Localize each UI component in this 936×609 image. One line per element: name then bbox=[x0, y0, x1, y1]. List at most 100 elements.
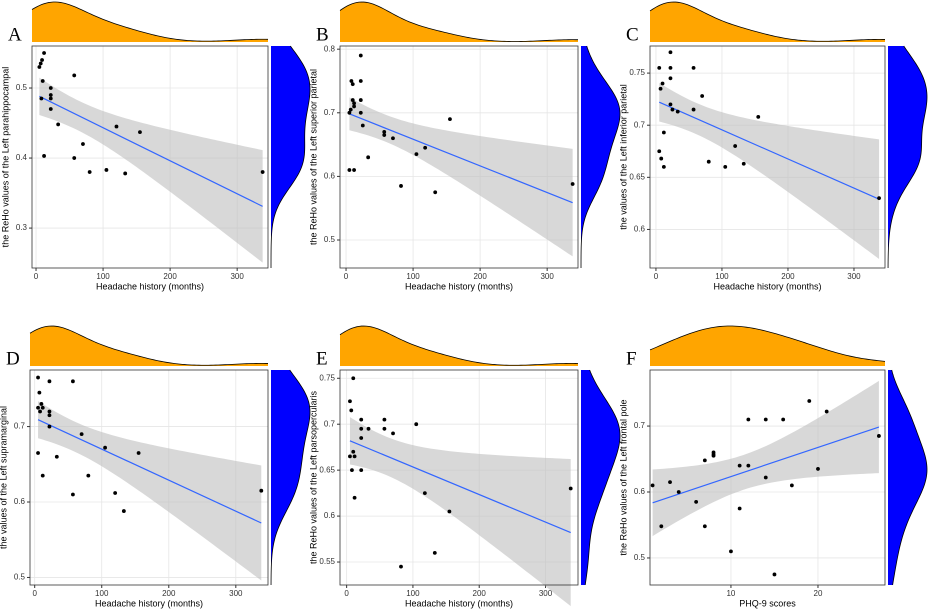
point bbox=[48, 96, 53, 101]
point bbox=[349, 408, 354, 413]
point bbox=[422, 491, 427, 496]
point bbox=[391, 136, 395, 141]
x-tick-label: 0 bbox=[32, 589, 37, 598]
point bbox=[359, 468, 364, 473]
trend-line bbox=[349, 440, 571, 534]
x-axis-label: Headache history (months) bbox=[95, 598, 203, 608]
point bbox=[358, 110, 363, 115]
right-density-outline bbox=[270, 369, 311, 586]
point bbox=[260, 170, 265, 174]
x-tick-label: 300 bbox=[847, 272, 861, 281]
point bbox=[789, 483, 794, 488]
y-tick-label: 0.5 bbox=[634, 553, 646, 562]
point bbox=[37, 65, 42, 69]
top-density-outline bbox=[339, 1, 579, 42]
panel-letter: D bbox=[6, 348, 20, 369]
y-axis-label: the values of the Left supramarginal bbox=[0, 406, 8, 549]
top-density bbox=[340, 2, 578, 42]
right-density-outline bbox=[891, 369, 928, 586]
panel-border bbox=[649, 369, 886, 586]
point bbox=[40, 79, 45, 83]
panel-letter: C bbox=[626, 24, 639, 45]
point bbox=[382, 133, 387, 137]
right-density bbox=[581, 46, 620, 268]
point bbox=[781, 417, 786, 422]
point bbox=[39, 402, 44, 406]
x-tick-label: 200 bbox=[473, 589, 487, 598]
point bbox=[347, 110, 352, 115]
y-tick-label: 0.65 bbox=[319, 465, 335, 474]
point bbox=[38, 61, 43, 66]
point bbox=[349, 79, 354, 83]
point bbox=[423, 145, 428, 150]
point bbox=[702, 458, 707, 463]
point bbox=[741, 161, 746, 166]
point bbox=[733, 144, 738, 148]
point bbox=[702, 524, 707, 529]
point bbox=[366, 426, 371, 431]
point bbox=[661, 165, 666, 169]
top-density-outline bbox=[29, 325, 269, 366]
point bbox=[113, 491, 118, 495]
panel-letter: F bbox=[626, 348, 637, 369]
y-tick-label: 0.6 bbox=[324, 172, 336, 181]
point bbox=[668, 65, 673, 70]
y-axis-label: the ReHo values of the Left frontal pole bbox=[618, 399, 628, 555]
point bbox=[568, 486, 573, 491]
point bbox=[668, 480, 672, 485]
point bbox=[659, 524, 664, 529]
x-tick-label: 0 bbox=[654, 272, 659, 281]
point bbox=[877, 196, 881, 201]
right-density-outline bbox=[270, 45, 311, 269]
point bbox=[763, 417, 768, 422]
point bbox=[729, 549, 733, 554]
point bbox=[47, 379, 52, 384]
top-density bbox=[32, 2, 268, 42]
trend-line bbox=[39, 95, 263, 207]
point bbox=[36, 375, 40, 380]
point bbox=[350, 98, 355, 102]
x-axis-label: Headache history (months) bbox=[713, 281, 821, 291]
confidence-band bbox=[652, 380, 879, 537]
x-tick-label: 10 bbox=[726, 589, 735, 598]
panel-letter: B bbox=[316, 24, 329, 45]
point bbox=[72, 156, 77, 160]
top-density bbox=[340, 326, 578, 366]
point bbox=[660, 81, 665, 86]
point bbox=[350, 82, 355, 87]
y-tick-label: 0.7 bbox=[14, 422, 26, 431]
point bbox=[47, 424, 52, 429]
point bbox=[40, 473, 45, 478]
y-tick-label: 0.55 bbox=[319, 557, 335, 566]
point bbox=[352, 104, 356, 109]
x-tick-label: 20 bbox=[814, 589, 823, 598]
y-tick-label: 0.6 bbox=[634, 225, 646, 234]
point bbox=[81, 142, 85, 146]
trend-line bbox=[349, 113, 573, 204]
point bbox=[772, 572, 777, 577]
point bbox=[658, 86, 663, 91]
panel-border bbox=[339, 369, 579, 586]
point bbox=[86, 473, 91, 478]
x-tick-label: 0 bbox=[344, 589, 349, 598]
confidence-band bbox=[349, 97, 573, 257]
x-tick-label: 300 bbox=[540, 272, 554, 281]
point bbox=[824, 409, 829, 414]
x-tick-label: 300 bbox=[230, 272, 244, 281]
point bbox=[87, 170, 92, 174]
point bbox=[877, 434, 881, 438]
point bbox=[48, 107, 53, 111]
x-tick-label: 300 bbox=[229, 589, 243, 598]
y-tick-label: 0.75 bbox=[319, 373, 335, 382]
y-axis-label: the values of the Left inferior parietal bbox=[618, 84, 628, 230]
right-density bbox=[581, 370, 620, 585]
y-tick-label: 0.3 bbox=[16, 223, 28, 232]
right-density bbox=[271, 370, 310, 585]
point bbox=[56, 122, 61, 127]
point bbox=[40, 58, 44, 62]
point bbox=[391, 431, 395, 436]
point bbox=[737, 463, 742, 468]
point bbox=[347, 168, 352, 172]
point bbox=[399, 564, 403, 569]
